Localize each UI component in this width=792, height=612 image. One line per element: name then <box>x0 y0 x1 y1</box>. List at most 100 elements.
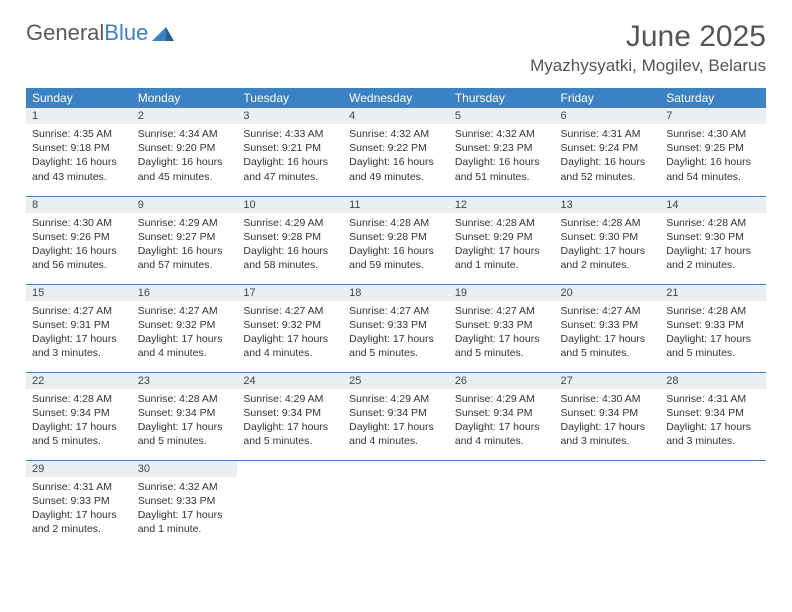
day-number: 26 <box>449 373 555 389</box>
daylight-text: Daylight: 16 hours and 59 minutes. <box>349 244 443 272</box>
calendar-day-cell: 8Sunrise: 4:30 AMSunset: 9:26 PMDaylight… <box>26 196 132 284</box>
day-details: Sunrise: 4:28 AMSunset: 9:34 PMDaylight:… <box>132 389 238 455</box>
sunrise-text: Sunrise: 4:33 AM <box>243 127 337 141</box>
calendar-day-cell: 14Sunrise: 4:28 AMSunset: 9:30 PMDayligh… <box>660 196 766 284</box>
sunset-text: Sunset: 9:34 PM <box>561 406 655 420</box>
daylight-text: Daylight: 17 hours and 5 minutes. <box>32 420 126 448</box>
weekday-header: Saturday <box>660 88 766 108</box>
weekday-header: Wednesday <box>343 88 449 108</box>
sunrise-text: Sunrise: 4:29 AM <box>138 216 232 230</box>
sunset-text: Sunset: 9:32 PM <box>243 318 337 332</box>
sunset-text: Sunset: 9:27 PM <box>138 230 232 244</box>
day-number: 29 <box>26 461 132 477</box>
sunset-text: Sunset: 9:34 PM <box>243 406 337 420</box>
title-block: June 2025 Myazhysyatki, Mogilev, Belarus <box>530 20 766 76</box>
calendar-empty-cell <box>237 460 343 548</box>
sunrise-text: Sunrise: 4:27 AM <box>561 304 655 318</box>
sunset-text: Sunset: 9:21 PM <box>243 141 337 155</box>
calendar-day-cell: 27Sunrise: 4:30 AMSunset: 9:34 PMDayligh… <box>555 372 661 460</box>
sunset-text: Sunset: 9:26 PM <box>32 230 126 244</box>
daylight-text: Daylight: 17 hours and 5 minutes. <box>666 332 760 360</box>
daylight-text: Daylight: 17 hours and 2 minutes. <box>666 244 760 272</box>
calendar-empty-cell <box>449 460 555 548</box>
calendar-day-cell: 20Sunrise: 4:27 AMSunset: 9:33 PMDayligh… <box>555 284 661 372</box>
day-number: 3 <box>237 108 343 124</box>
sunrise-text: Sunrise: 4:29 AM <box>455 392 549 406</box>
sunset-text: Sunset: 9:34 PM <box>349 406 443 420</box>
sunrise-text: Sunrise: 4:28 AM <box>349 216 443 230</box>
day-details: Sunrise: 4:28 AMSunset: 9:29 PMDaylight:… <box>449 213 555 279</box>
day-details: Sunrise: 4:29 AMSunset: 9:27 PMDaylight:… <box>132 213 238 279</box>
sunrise-text: Sunrise: 4:31 AM <box>666 392 760 406</box>
calendar-day-cell: 1Sunrise: 4:35 AMSunset: 9:18 PMDaylight… <box>26 108 132 196</box>
daylight-text: Daylight: 17 hours and 5 minutes. <box>455 332 549 360</box>
calendar-day-cell: 21Sunrise: 4:28 AMSunset: 9:33 PMDayligh… <box>660 284 766 372</box>
day-details: Sunrise: 4:32 AMSunset: 9:23 PMDaylight:… <box>449 124 555 190</box>
daylight-text: Daylight: 17 hours and 1 minute. <box>138 508 232 536</box>
day-number: 9 <box>132 197 238 213</box>
calendar-week-row: 22Sunrise: 4:28 AMSunset: 9:34 PMDayligh… <box>26 372 766 460</box>
logo-text: GeneralBlue <box>26 20 148 46</box>
daylight-text: Daylight: 17 hours and 3 minutes. <box>32 332 126 360</box>
sunrise-text: Sunrise: 4:29 AM <box>349 392 443 406</box>
daylight-text: Daylight: 17 hours and 3 minutes. <box>666 420 760 448</box>
day-number: 23 <box>132 373 238 389</box>
calendar-day-cell: 6Sunrise: 4:31 AMSunset: 9:24 PMDaylight… <box>555 108 661 196</box>
logo-word-blue: Blue <box>104 20 148 45</box>
day-number: 16 <box>132 285 238 301</box>
day-details: Sunrise: 4:31 AMSunset: 9:33 PMDaylight:… <box>26 477 132 543</box>
sunset-text: Sunset: 9:29 PM <box>455 230 549 244</box>
calendar-header-row: Sunday Monday Tuesday Wednesday Thursday… <box>26 88 766 108</box>
sunrise-text: Sunrise: 4:34 AM <box>138 127 232 141</box>
weekday-header: Monday <box>132 88 238 108</box>
sunrise-text: Sunrise: 4:28 AM <box>138 392 232 406</box>
day-number: 11 <box>343 197 449 213</box>
weekday-header: Thursday <box>449 88 555 108</box>
day-details: Sunrise: 4:33 AMSunset: 9:21 PMDaylight:… <box>237 124 343 190</box>
calendar-day-cell: 29Sunrise: 4:31 AMSunset: 9:33 PMDayligh… <box>26 460 132 548</box>
sunrise-text: Sunrise: 4:32 AM <box>138 480 232 494</box>
daylight-text: Daylight: 16 hours and 45 minutes. <box>138 155 232 183</box>
day-number: 25 <box>343 373 449 389</box>
day-details: Sunrise: 4:35 AMSunset: 9:18 PMDaylight:… <box>26 124 132 190</box>
day-number: 4 <box>343 108 449 124</box>
location-text: Myazhysyatki, Mogilev, Belarus <box>530 56 766 76</box>
day-number: 12 <box>449 197 555 213</box>
day-number: 5 <box>449 108 555 124</box>
calendar-empty-cell <box>660 460 766 548</box>
weekday-header: Sunday <box>26 88 132 108</box>
day-number: 30 <box>132 461 238 477</box>
sunrise-text: Sunrise: 4:28 AM <box>32 392 126 406</box>
daylight-text: Daylight: 16 hours and 47 minutes. <box>243 155 337 183</box>
day-details: Sunrise: 4:28 AMSunset: 9:28 PMDaylight:… <box>343 213 449 279</box>
sunrise-text: Sunrise: 4:27 AM <box>349 304 443 318</box>
sunset-text: Sunset: 9:34 PM <box>455 406 549 420</box>
daylight-text: Daylight: 17 hours and 5 minutes. <box>138 420 232 448</box>
calendar-week-row: 8Sunrise: 4:30 AMSunset: 9:26 PMDaylight… <box>26 196 766 284</box>
day-number: 10 <box>237 197 343 213</box>
calendar-day-cell: 22Sunrise: 4:28 AMSunset: 9:34 PMDayligh… <box>26 372 132 460</box>
day-number: 13 <box>555 197 661 213</box>
day-number: 18 <box>343 285 449 301</box>
calendar-page: GeneralBlue June 2025 Myazhysyatki, Mogi… <box>0 0 792 568</box>
daylight-text: Daylight: 16 hours and 49 minutes. <box>349 155 443 183</box>
calendar-day-cell: 2Sunrise: 4:34 AMSunset: 9:20 PMDaylight… <box>132 108 238 196</box>
day-details: Sunrise: 4:31 AMSunset: 9:34 PMDaylight:… <box>660 389 766 455</box>
sunrise-text: Sunrise: 4:29 AM <box>243 392 337 406</box>
calendar-day-cell: 24Sunrise: 4:29 AMSunset: 9:34 PMDayligh… <box>237 372 343 460</box>
day-details: Sunrise: 4:32 AMSunset: 9:22 PMDaylight:… <box>343 124 449 190</box>
daylight-text: Daylight: 17 hours and 1 minute. <box>455 244 549 272</box>
sunset-text: Sunset: 9:34 PM <box>666 406 760 420</box>
sunset-text: Sunset: 9:33 PM <box>455 318 549 332</box>
sunset-text: Sunset: 9:22 PM <box>349 141 443 155</box>
daylight-text: Daylight: 17 hours and 4 minutes. <box>455 420 549 448</box>
day-details: Sunrise: 4:32 AMSunset: 9:33 PMDaylight:… <box>132 477 238 543</box>
daylight-text: Daylight: 17 hours and 5 minutes. <box>349 332 443 360</box>
daylight-text: Daylight: 17 hours and 2 minutes. <box>561 244 655 272</box>
day-details: Sunrise: 4:27 AMSunset: 9:33 PMDaylight:… <box>343 301 449 367</box>
calendar-day-cell: 23Sunrise: 4:28 AMSunset: 9:34 PMDayligh… <box>132 372 238 460</box>
day-details: Sunrise: 4:27 AMSunset: 9:33 PMDaylight:… <box>449 301 555 367</box>
day-details: Sunrise: 4:27 AMSunset: 9:32 PMDaylight:… <box>237 301 343 367</box>
day-number: 14 <box>660 197 766 213</box>
calendar-day-cell: 5Sunrise: 4:32 AMSunset: 9:23 PMDaylight… <box>449 108 555 196</box>
